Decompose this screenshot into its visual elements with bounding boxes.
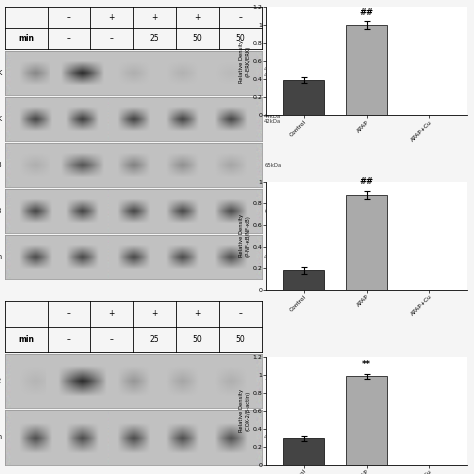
Text: min: min (18, 34, 34, 43)
Text: 65kDa: 65kDa (264, 209, 281, 214)
Text: –: – (238, 310, 242, 319)
Text: P-NF-κB: P-NF-κB (0, 162, 2, 168)
Text: 50: 50 (236, 335, 245, 344)
Text: ##: ## (360, 177, 374, 186)
Text: 44kDa
42kDa: 44kDa 42kDa (264, 113, 281, 124)
Text: ERK: ERK (0, 116, 2, 122)
Text: –: – (110, 34, 114, 43)
Bar (346, 25, 387, 115)
Bar (283, 438, 324, 465)
Text: **: ** (362, 360, 371, 369)
Bar (346, 376, 387, 465)
Text: –: – (110, 335, 114, 344)
Text: +: + (151, 310, 158, 319)
Text: –: – (67, 335, 71, 344)
Text: P-ERK: P-ERK (0, 70, 2, 76)
Text: +: + (109, 13, 115, 22)
Y-axis label: Relative Density
(P-NF-κB/NF-κB): Relative Density (P-NF-κB/NF-κB) (239, 214, 250, 257)
Text: –: – (67, 34, 71, 43)
Text: –: – (67, 310, 71, 319)
Text: 65kDa: 65kDa (264, 163, 281, 167)
Text: 50: 50 (192, 335, 202, 344)
Text: 43kDa: 43kDa (264, 435, 281, 440)
Bar (346, 195, 387, 290)
Text: β-actin: β-actin (0, 434, 2, 440)
Text: 72kDa: 72kDa (264, 379, 281, 383)
Y-axis label: Relative Density
(COX-2/β-actin): Relative Density (COX-2/β-actin) (239, 389, 250, 432)
Text: +: + (194, 310, 201, 319)
Text: 25: 25 (150, 34, 159, 43)
Text: NF-κB: NF-κB (0, 208, 2, 214)
Text: 44kDa
42kDa: 44kDa 42kDa (264, 67, 281, 78)
Text: +: + (109, 310, 115, 319)
Text: β-actin: β-actin (0, 254, 2, 260)
Text: –: – (238, 13, 242, 22)
Text: +: + (151, 13, 158, 22)
Bar (283, 80, 324, 115)
Bar (283, 270, 324, 290)
Text: 50: 50 (236, 34, 245, 43)
Text: +: + (194, 13, 201, 22)
Text: 50: 50 (192, 34, 202, 43)
Text: –: – (67, 13, 71, 22)
Text: COX-2: COX-2 (0, 378, 2, 384)
Text: 25: 25 (150, 335, 159, 344)
Text: min: min (18, 335, 34, 344)
Y-axis label: Relative Density
(P-ERK/ERK): Relative Density (P-ERK/ERK) (239, 39, 250, 82)
Text: 43kDa: 43kDa (264, 255, 281, 260)
Text: ##: ## (360, 8, 374, 17)
